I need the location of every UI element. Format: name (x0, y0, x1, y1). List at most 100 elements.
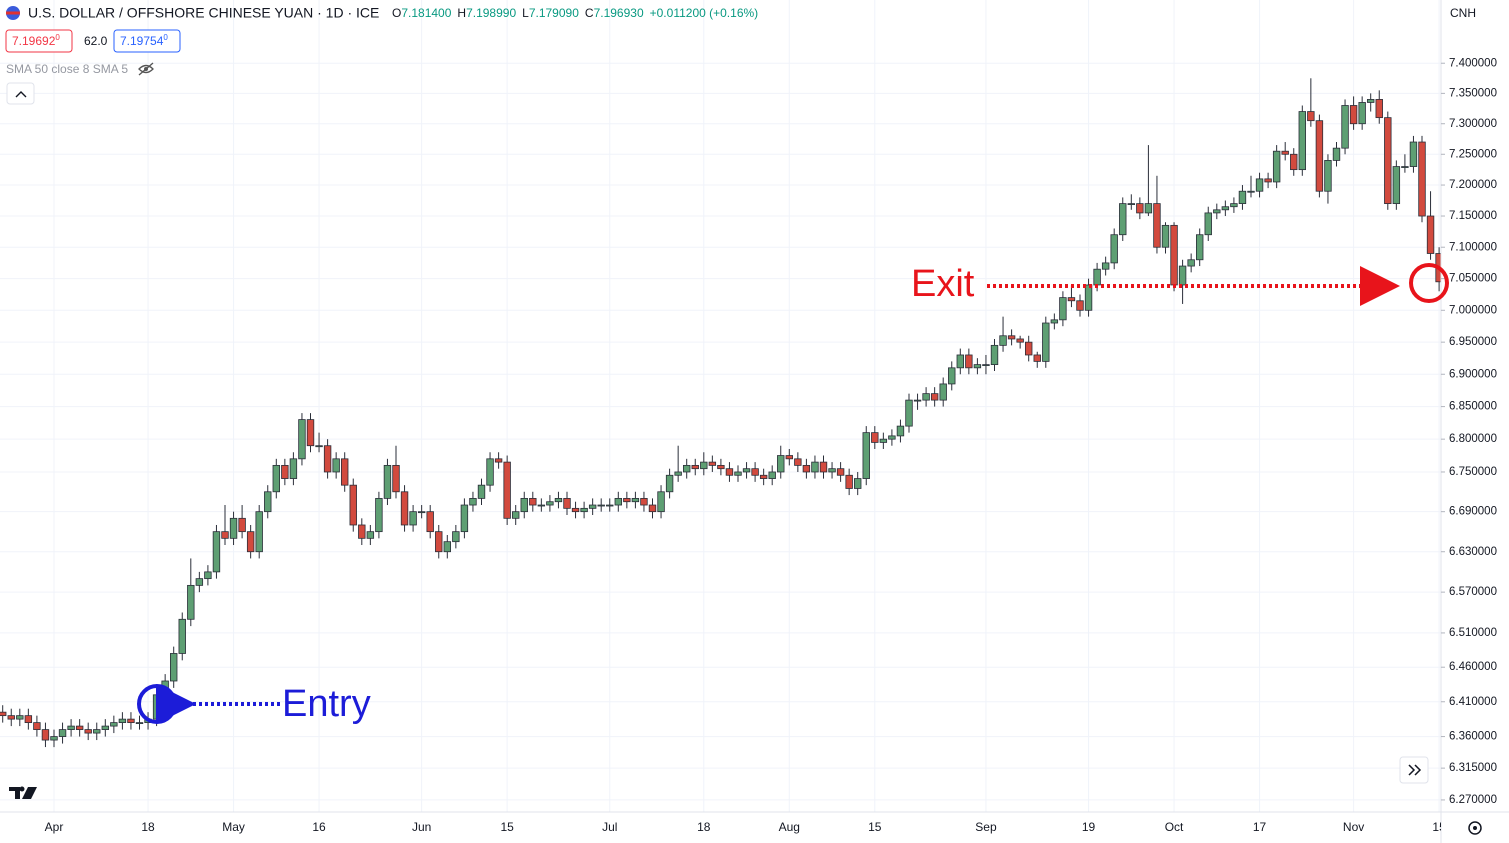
candle-body (50, 736, 58, 741)
price-box-text: 7.196920 (12, 33, 60, 48)
entry-label: Entry (282, 683, 371, 725)
candle-body (58, 729, 67, 737)
candle-body (452, 531, 460, 543)
price-box (5, 29, 73, 53)
candle-body (1264, 178, 1272, 183)
ohlc-value: 7.198990 (466, 6, 516, 20)
candle-body (606, 504, 614, 507)
ohlc-key: O (392, 6, 401, 20)
candle-body (33, 722, 41, 730)
candle-body (1221, 206, 1230, 211)
candle-body (409, 511, 417, 526)
candle-body (281, 464, 289, 479)
x-tick-label: 18 (697, 820, 711, 834)
candle-body (871, 432, 879, 443)
candle-body (1384, 117, 1392, 205)
candle-body (1307, 111, 1315, 122)
candle-body (1247, 190, 1255, 193)
candle-body (1230, 203, 1238, 208)
y-tick-label: 6.570000 (1449, 586, 1497, 598)
collapse-button[interactable] (6, 82, 35, 105)
candle-body (717, 464, 725, 470)
candle-body (486, 458, 494, 486)
candle-body (1332, 147, 1341, 161)
candle-body (1059, 297, 1067, 321)
candle-body (725, 468, 734, 476)
candle-body (623, 497, 631, 503)
ohlc-key: L (522, 6, 529, 20)
ohlc-value: 7.196930 (594, 6, 644, 20)
candle-body (657, 491, 665, 513)
ohlc-legend: O7.181400 H7.198990 L7.179090 C7.196930 +0.0… (392, 6, 758, 20)
x-tick-label: 19 (1082, 820, 1096, 834)
y-tick-label: 7.400000 (1449, 57, 1497, 69)
candle-body (896, 425, 905, 437)
candle-body (1238, 190, 1247, 205)
candle-body (1136, 203, 1144, 214)
candle-body (118, 718, 127, 724)
candle-body (1358, 102, 1366, 125)
exit-circle (1409, 263, 1449, 303)
candle-body (563, 497, 571, 509)
y-tick-label: 6.315000 (1449, 762, 1497, 774)
candle-body (1418, 141, 1426, 217)
candle-body (1110, 234, 1118, 264)
candle-body (358, 524, 366, 539)
y-tick-label: 6.270000 (1449, 794, 1497, 806)
candle-body (683, 464, 691, 473)
candle-body (1170, 224, 1178, 286)
candle-body (1213, 209, 1221, 214)
candle-body (127, 718, 135, 724)
candle-body (435, 531, 443, 553)
settings-button[interactable] (1468, 821, 1482, 835)
candle-body (614, 497, 622, 506)
candle-body (768, 471, 776, 479)
y-tick-label: 7.100000 (1449, 241, 1497, 253)
candle-body (1076, 300, 1084, 311)
candle-body (674, 471, 682, 476)
candle-body (546, 501, 554, 506)
candle-body (845, 474, 853, 489)
candle-body (1409, 141, 1418, 167)
x-tick-label: Aug (779, 820, 800, 834)
candle-body (1349, 105, 1358, 125)
candle-body (1426, 215, 1435, 254)
price-boxes: 7.196920 62.0 7.197540 (5, 29, 181, 53)
candle-body (494, 458, 503, 463)
y-tick-label: 6.900000 (1449, 368, 1497, 380)
symbol-title: U.S. DOLLAR / OFFSHORE CHINESE YUAN · 1D… (28, 5, 379, 21)
candle-body (537, 504, 546, 507)
candle-body (16, 715, 24, 720)
candle-body (221, 531, 229, 539)
y-tick-label: 6.750000 (1449, 466, 1497, 478)
exit-label: Exit (911, 263, 975, 305)
y-tick-label: 7.300000 (1449, 118, 1497, 130)
eye-icon[interactable] (138, 62, 154, 76)
candle-body (1401, 166, 1409, 168)
logo (9, 786, 37, 799)
scroll-right-button[interactable] (1399, 756, 1429, 784)
candle-body (469, 497, 477, 506)
candles (0, 78, 1441, 748)
candle-body (1093, 268, 1101, 286)
candle-body (460, 504, 469, 533)
y-tick-label: 7.350000 (1449, 87, 1497, 99)
candle-body (879, 438, 888, 443)
time-axis: Apr 18 May 16 Jun 15 Jul 18 Aug 15 Sep 19 Oct 17 Nov 15 (45, 820, 1441, 834)
candle-body (187, 584, 195, 620)
price-box (113, 29, 181, 53)
candle-body (0, 711, 7, 717)
candle-body (759, 474, 768, 479)
candle-body (1033, 354, 1041, 362)
y-tick-label: 7.150000 (1449, 210, 1497, 222)
candle-body (1144, 203, 1153, 214)
y-tick-label: 7.200000 (1449, 179, 1497, 191)
candle-body (854, 478, 862, 489)
y-tick-label: 7.250000 (1449, 148, 1497, 160)
x-tick-label: 18 (141, 820, 155, 834)
candle-body (229, 517, 238, 539)
candle-body (948, 367, 956, 385)
candle-body (1127, 203, 1135, 206)
candle-body (1161, 224, 1170, 248)
